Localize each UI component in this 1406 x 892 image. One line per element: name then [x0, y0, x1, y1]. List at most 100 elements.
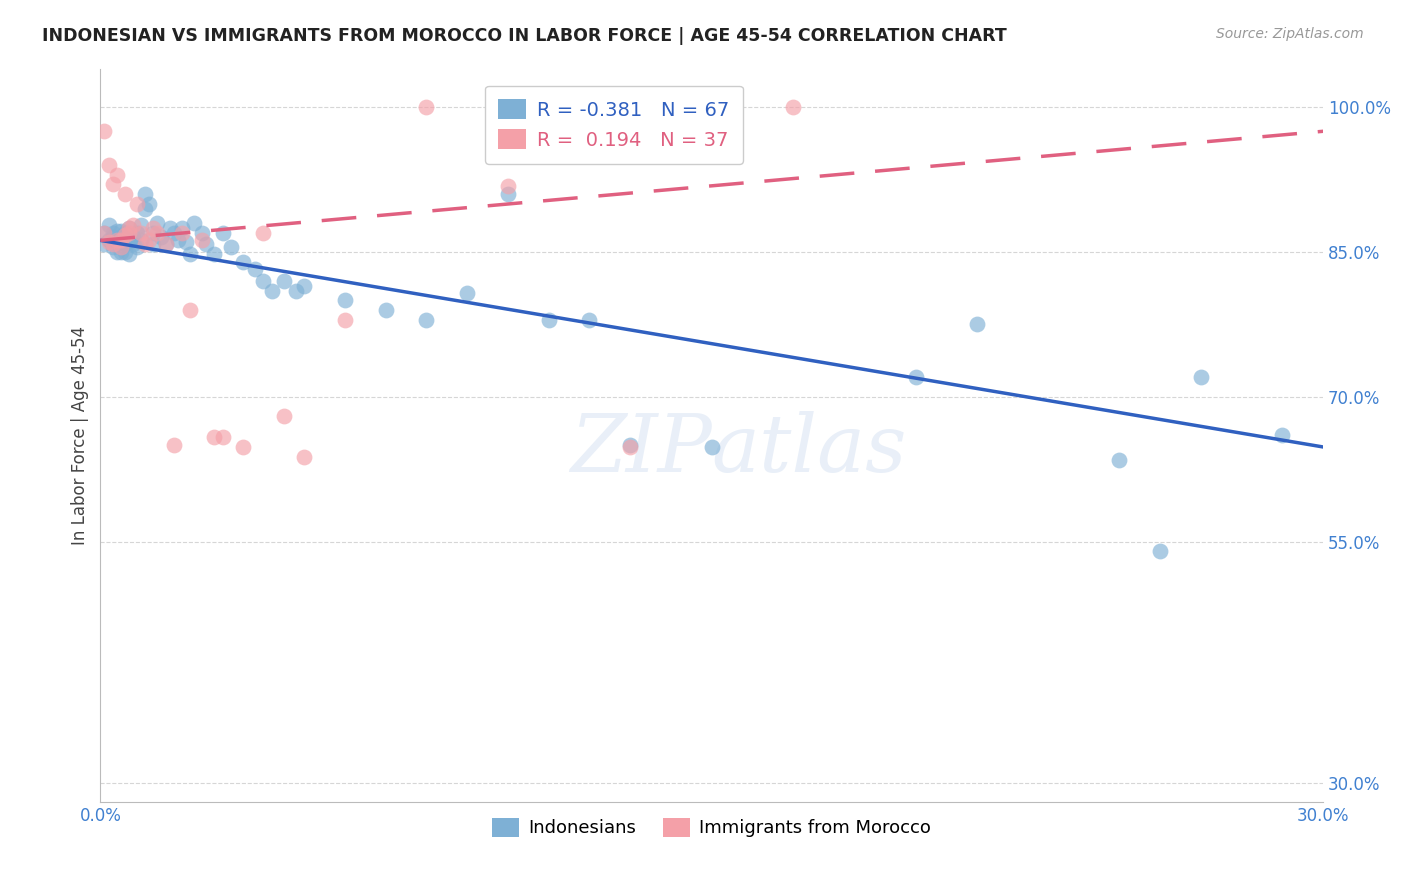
Point: [125, 196, 148, 211]
Point: [273, 409, 295, 423]
Point: [155, 237, 177, 252]
Point: [110, 240, 132, 254]
Point: [122, 237, 145, 252]
Point: [101, 230, 124, 244]
Point: [163, 438, 186, 452]
Point: [415, 100, 437, 114]
Legend: Indonesians, Immigrants from Morocco: Indonesians, Immigrants from Morocco: [485, 811, 938, 845]
Point: [146, 226, 169, 240]
Y-axis label: In Labor Force | Age 45-54: In Labor Force | Age 45-54: [72, 326, 89, 545]
Point: [97, 233, 120, 247]
Point: [232, 254, 254, 268]
Point: [101, 226, 124, 240]
Point: [273, 274, 295, 288]
Point: [93, 124, 115, 138]
Point: [129, 233, 152, 247]
Point: [118, 226, 141, 240]
Point: [97, 235, 120, 250]
Point: [292, 278, 315, 293]
Point: [219, 240, 242, 254]
Point: [129, 226, 152, 240]
Point: [142, 237, 165, 252]
Point: [105, 168, 128, 182]
Point: [204, 430, 226, 444]
Point: [118, 220, 141, 235]
Point: [163, 226, 186, 240]
Text: INDONESIAN VS IMMIGRANTS FROM MOROCCO IN LABOR FORCE | AGE 45-54 CORRELATION CHA: INDONESIAN VS IMMIGRANTS FROM MOROCCO IN…: [42, 27, 1007, 45]
Point: [252, 226, 274, 240]
Point: [97, 218, 120, 232]
Point: [782, 100, 804, 114]
Point: [174, 235, 197, 250]
Point: [374, 302, 396, 317]
Point: [118, 220, 141, 235]
Point: [1149, 544, 1171, 558]
Point: [110, 244, 132, 259]
Point: [245, 262, 267, 277]
Point: [125, 240, 148, 254]
Point: [496, 187, 519, 202]
Point: [285, 284, 308, 298]
Point: [191, 226, 214, 240]
Point: [110, 224, 132, 238]
Point: [619, 438, 641, 452]
Point: [1108, 452, 1130, 467]
Point: [700, 440, 723, 454]
Text: Source: ZipAtlas.com: Source: ZipAtlas.com: [1216, 27, 1364, 41]
Point: [97, 158, 120, 172]
Point: [114, 244, 136, 259]
Point: [93, 226, 115, 240]
Point: [118, 247, 141, 261]
Point: [129, 218, 152, 232]
Text: ZIP: ZIP: [569, 411, 711, 489]
Point: [159, 220, 181, 235]
Point: [195, 237, 218, 252]
Point: [1271, 428, 1294, 442]
Point: [204, 247, 226, 261]
Point: [578, 312, 600, 326]
Point: [179, 302, 201, 317]
Point: [170, 220, 193, 235]
Point: [1189, 370, 1212, 384]
Point: [114, 187, 136, 202]
Point: [101, 178, 124, 192]
Point: [134, 202, 156, 216]
Text: atlas: atlas: [711, 411, 907, 489]
Point: [166, 233, 188, 247]
Point: [155, 237, 177, 252]
Point: [114, 237, 136, 252]
Point: [134, 187, 156, 202]
Point: [105, 244, 128, 259]
Point: [179, 247, 201, 261]
Point: [101, 237, 124, 252]
Point: [138, 196, 160, 211]
Point: [101, 240, 124, 254]
Point: [333, 293, 356, 308]
Point: [619, 440, 641, 454]
Point: [146, 216, 169, 230]
Point: [150, 230, 173, 244]
Point: [232, 440, 254, 454]
Point: [110, 230, 132, 244]
Point: [122, 218, 145, 232]
Point: [252, 274, 274, 288]
Point: [183, 216, 205, 230]
Point: [904, 370, 927, 384]
Point: [134, 237, 156, 252]
Point: [110, 233, 132, 247]
Point: [118, 233, 141, 247]
Point: [93, 237, 115, 252]
Point: [170, 226, 193, 240]
Point: [105, 235, 128, 250]
Point: [415, 312, 437, 326]
Point: [142, 226, 165, 240]
Point: [260, 284, 283, 298]
Point: [114, 226, 136, 240]
Point: [105, 233, 128, 247]
Point: [456, 285, 478, 300]
Point: [292, 450, 315, 464]
Point: [211, 226, 233, 240]
Point: [333, 312, 356, 326]
Point: [142, 220, 165, 235]
Point: [125, 226, 148, 240]
